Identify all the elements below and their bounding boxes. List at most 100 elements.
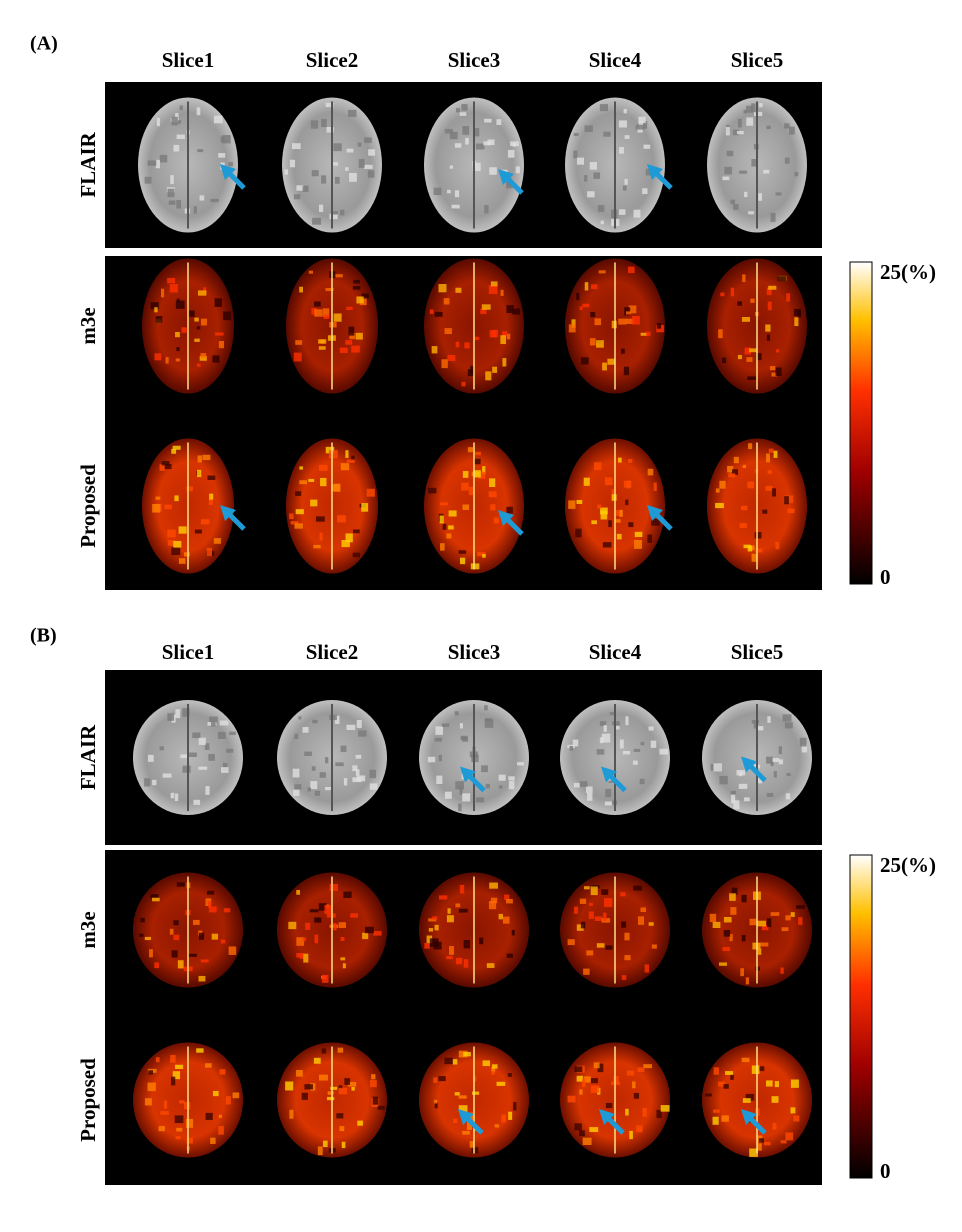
map-image [142,258,234,394]
texture [440,543,445,551]
texture [326,126,334,133]
texture [311,170,319,177]
texture [624,307,631,316]
texture [173,144,180,152]
texture [781,927,789,932]
texture [198,290,207,296]
texture [613,1076,619,1083]
texture [352,529,360,534]
texture [314,309,323,317]
texture [335,176,340,184]
texture [572,739,579,747]
texture [743,544,751,549]
texture [786,772,791,777]
texture [628,458,633,463]
texture [472,1091,480,1095]
texture [767,716,771,723]
texture [489,882,498,889]
texture [325,786,333,791]
texture [647,534,653,543]
texture [458,908,468,913]
texture [743,109,747,114]
texture [798,917,803,925]
texture [310,781,318,790]
texture [321,974,329,983]
texture [339,1126,345,1132]
texture [218,153,226,158]
texture [784,722,793,729]
texture [491,1071,495,1075]
texture [462,793,471,802]
texture [140,917,145,923]
texture [793,1115,800,1122]
texture [579,306,583,311]
texture [766,334,770,341]
texture [573,132,579,137]
texture [181,327,187,333]
texture [623,366,630,376]
arrow-head [220,164,236,180]
texture [750,298,755,303]
row-label: Proposed [76,1058,100,1142]
texture [325,287,334,292]
texture [462,736,469,742]
texture [589,162,597,170]
texture [751,719,759,724]
texture [159,746,164,751]
texture [442,523,447,530]
texture [724,166,732,175]
texture [774,1081,780,1088]
texture [590,1085,600,1093]
texture [221,767,229,773]
texture [326,913,336,918]
texture [139,933,144,937]
texture [452,1059,458,1065]
texture [597,504,602,509]
texture [155,159,160,169]
arrow-shaft [506,518,524,536]
texture [624,178,628,185]
texture [361,503,369,512]
texture [329,213,338,220]
texture [748,443,753,450]
texture [737,301,743,306]
arrow-shaft [228,513,246,531]
texture [505,898,513,904]
texture [738,783,748,789]
texture [144,176,152,184]
texture [471,1147,479,1154]
texture [582,1078,586,1088]
texture [434,1099,438,1104]
map-image [277,872,387,988]
texture [346,724,356,731]
flair-image [424,97,524,233]
texture [320,477,327,487]
texture [587,191,595,198]
texture [475,143,485,150]
texture [196,1048,204,1053]
texture [228,946,237,955]
texture [351,455,355,461]
texture [790,912,795,917]
texture [328,450,338,459]
texture [586,950,594,956]
texture [434,311,443,317]
texture [305,922,311,930]
texture [178,558,186,564]
texture [215,332,224,336]
texture [757,920,766,927]
texture [775,349,780,353]
texture [299,466,304,470]
texture [756,726,764,731]
texture [730,1074,734,1080]
texture [205,786,210,795]
texture [758,193,763,201]
texture [731,887,738,895]
texture [590,1078,598,1084]
texture [642,1107,647,1117]
flair-image [702,700,812,815]
texture [301,1092,308,1100]
texture [469,1141,475,1148]
texture [619,509,623,517]
texture [771,372,778,377]
